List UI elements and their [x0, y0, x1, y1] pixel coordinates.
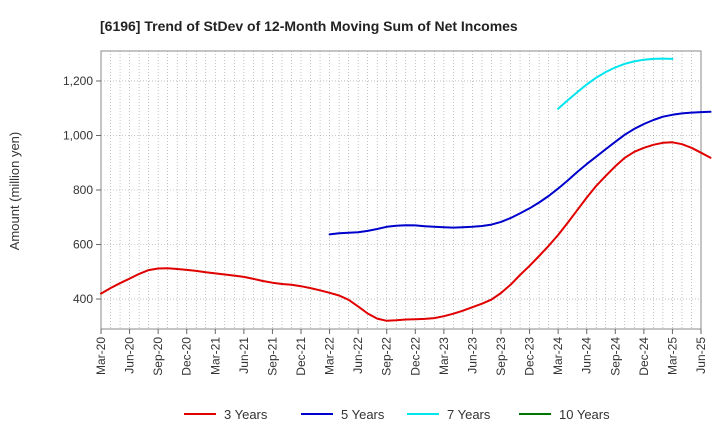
- grid-lines: [101, 51, 701, 329]
- y-axis-label: Amount (million yen): [7, 132, 22, 251]
- legend-label: 5 Years: [341, 407, 385, 422]
- legend-label: 10 Years: [559, 407, 610, 422]
- legend-item-3-years: 3 Years: [184, 407, 268, 422]
- legend-label: 7 Years: [447, 407, 491, 422]
- series-lines: [100, 57, 712, 322]
- y-axis-ticks: 400 600 800 1,000 1,200: [63, 74, 101, 306]
- series-line-5-years: [328, 110, 712, 236]
- x-tick-label: Mar-22: [323, 337, 337, 375]
- x-tick-label: Sep-22: [380, 337, 394, 376]
- chart-title: [6196] Trend of StDev of 12-Month Moving…: [100, 18, 518, 34]
- x-tick-label: Jun-22: [351, 337, 365, 374]
- legend-item-10-years: 10 Years: [519, 407, 610, 422]
- legend-item-7-years: 7 Years: [407, 407, 491, 422]
- x-tick-label: Dec-23: [523, 337, 537, 376]
- x-tick-label: Sep-21: [265, 337, 279, 376]
- x-tick-label: Dec-21: [294, 337, 308, 376]
- x-tick-label: Sep-23: [494, 337, 508, 376]
- x-tick-label: Jun-25: [694, 337, 708, 374]
- x-tick-label: Mar-24: [551, 337, 565, 375]
- x-tick-label: Jun-20: [123, 337, 137, 374]
- x-tick-label: Dec-24: [637, 337, 651, 376]
- series-line-3-years: [100, 141, 712, 322]
- x-tick-label: Sep-24: [608, 337, 622, 376]
- x-tick-label: Mar-20: [94, 337, 108, 375]
- y-tick-label: 1,000: [63, 128, 93, 142]
- x-tick-label: Dec-20: [180, 337, 194, 376]
- x-tick-label: Mar-25: [665, 337, 679, 375]
- x-tick-label: Jun-21: [237, 337, 251, 374]
- legend-item-5-years: 5 Years: [301, 407, 385, 422]
- x-tick-label: Jun-23: [465, 337, 479, 374]
- x-tick-label: Sep-20: [151, 337, 165, 376]
- x-tick-label: Mar-21: [208, 337, 222, 375]
- y-tick-label: 1,200: [63, 74, 93, 88]
- x-tick-label: Dec-22: [408, 337, 422, 376]
- y-tick-label: 600: [73, 238, 93, 252]
- x-tick-label: Jun-24: [580, 337, 594, 374]
- y-tick-label: 800: [73, 183, 93, 197]
- legend: 3 Years 5 Years 7 Years 10 Years: [184, 407, 610, 422]
- series-line-7-years: [557, 57, 674, 110]
- x-tick-label: Mar-23: [437, 337, 451, 375]
- x-axis-ticks: Mar-20 Jun-20 Sep-20 Dec-20 Mar-21 Jun-21 Sep-…: [94, 329, 708, 376]
- legend-label: 3 Years: [224, 407, 268, 422]
- y-tick-label: 400: [73, 292, 93, 306]
